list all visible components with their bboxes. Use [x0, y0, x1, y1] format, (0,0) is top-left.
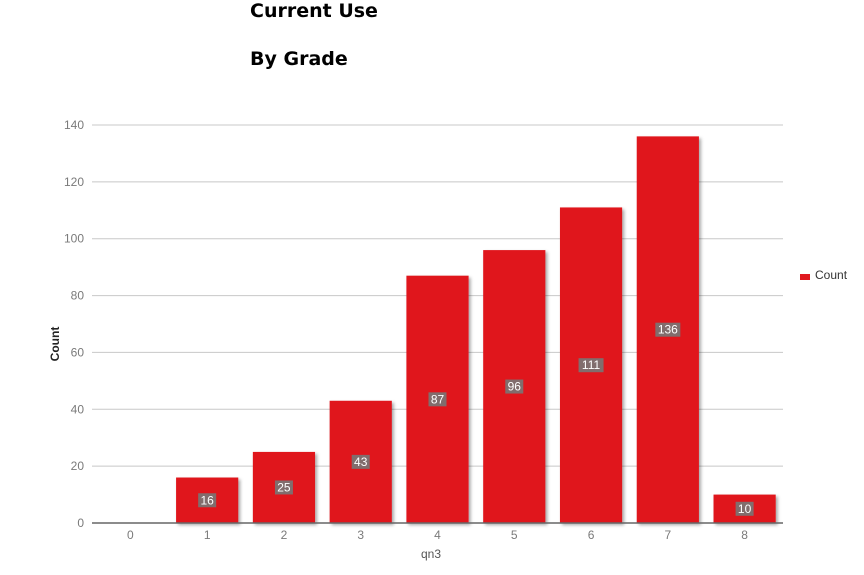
- chart-title: Current Use: [250, 0, 378, 22]
- y-tick-label: 40: [71, 402, 85, 416]
- chart-subtitle: By Grade: [250, 48, 348, 70]
- y-tick-label: 20: [71, 459, 85, 473]
- x-tick-label: 8: [741, 528, 748, 542]
- x-tick-label: 1: [204, 528, 211, 542]
- data-label-bg: [578, 358, 604, 373]
- data-labels: 16 25 43 87 96 111 136 10: [198, 322, 754, 516]
- data-label-1: 16: [200, 493, 214, 507]
- data-label-3: 43: [354, 455, 368, 469]
- x-tick-label: 2: [281, 528, 288, 542]
- data-label-4: 87: [431, 392, 445, 406]
- y-axis-ticks: 0 20 40 60 80 100 120 140: [64, 118, 84, 530]
- y-tick-label: 140: [64, 118, 84, 132]
- data-label-6: 111: [582, 358, 601, 372]
- legend: Count: [800, 268, 848, 282]
- data-label-bg: [274, 480, 293, 495]
- x-tick-label: 0: [127, 528, 134, 542]
- data-label-bg: [351, 454, 370, 469]
- data-label-bg: [198, 493, 217, 508]
- legend-swatch-count: [800, 274, 810, 280]
- data-label-bg: [428, 392, 447, 407]
- y-tick-label: 120: [64, 175, 84, 189]
- x-axis-title: qn3: [421, 547, 441, 561]
- bars: [176, 136, 776, 524]
- data-label-bg: [735, 501, 754, 516]
- x-tick-label: 3: [357, 528, 364, 542]
- x-tick-label: 6: [588, 528, 595, 542]
- legend-label-count: Count: [815, 268, 848, 282]
- data-label-8: 10: [738, 502, 752, 516]
- y-tick-label: 80: [71, 289, 85, 303]
- x-axis-ticks: 0 1 2 3 4 5 6 7 8: [127, 528, 748, 542]
- data-label-bg: [655, 322, 681, 337]
- x-tick-label: 4: [434, 528, 441, 542]
- y-tick-label: 60: [71, 345, 85, 359]
- data-label-2: 25: [277, 480, 291, 494]
- y-tick-label: 0: [77, 516, 84, 530]
- y-tick-label: 100: [64, 232, 84, 246]
- x-tick-label: 7: [664, 528, 671, 542]
- data-label-5: 96: [508, 380, 522, 394]
- x-tick-label: 5: [511, 528, 518, 542]
- y-axis-title: Count: [48, 327, 62, 362]
- data-label-bg: [505, 379, 524, 394]
- data-label-7: 136: [658, 323, 678, 337]
